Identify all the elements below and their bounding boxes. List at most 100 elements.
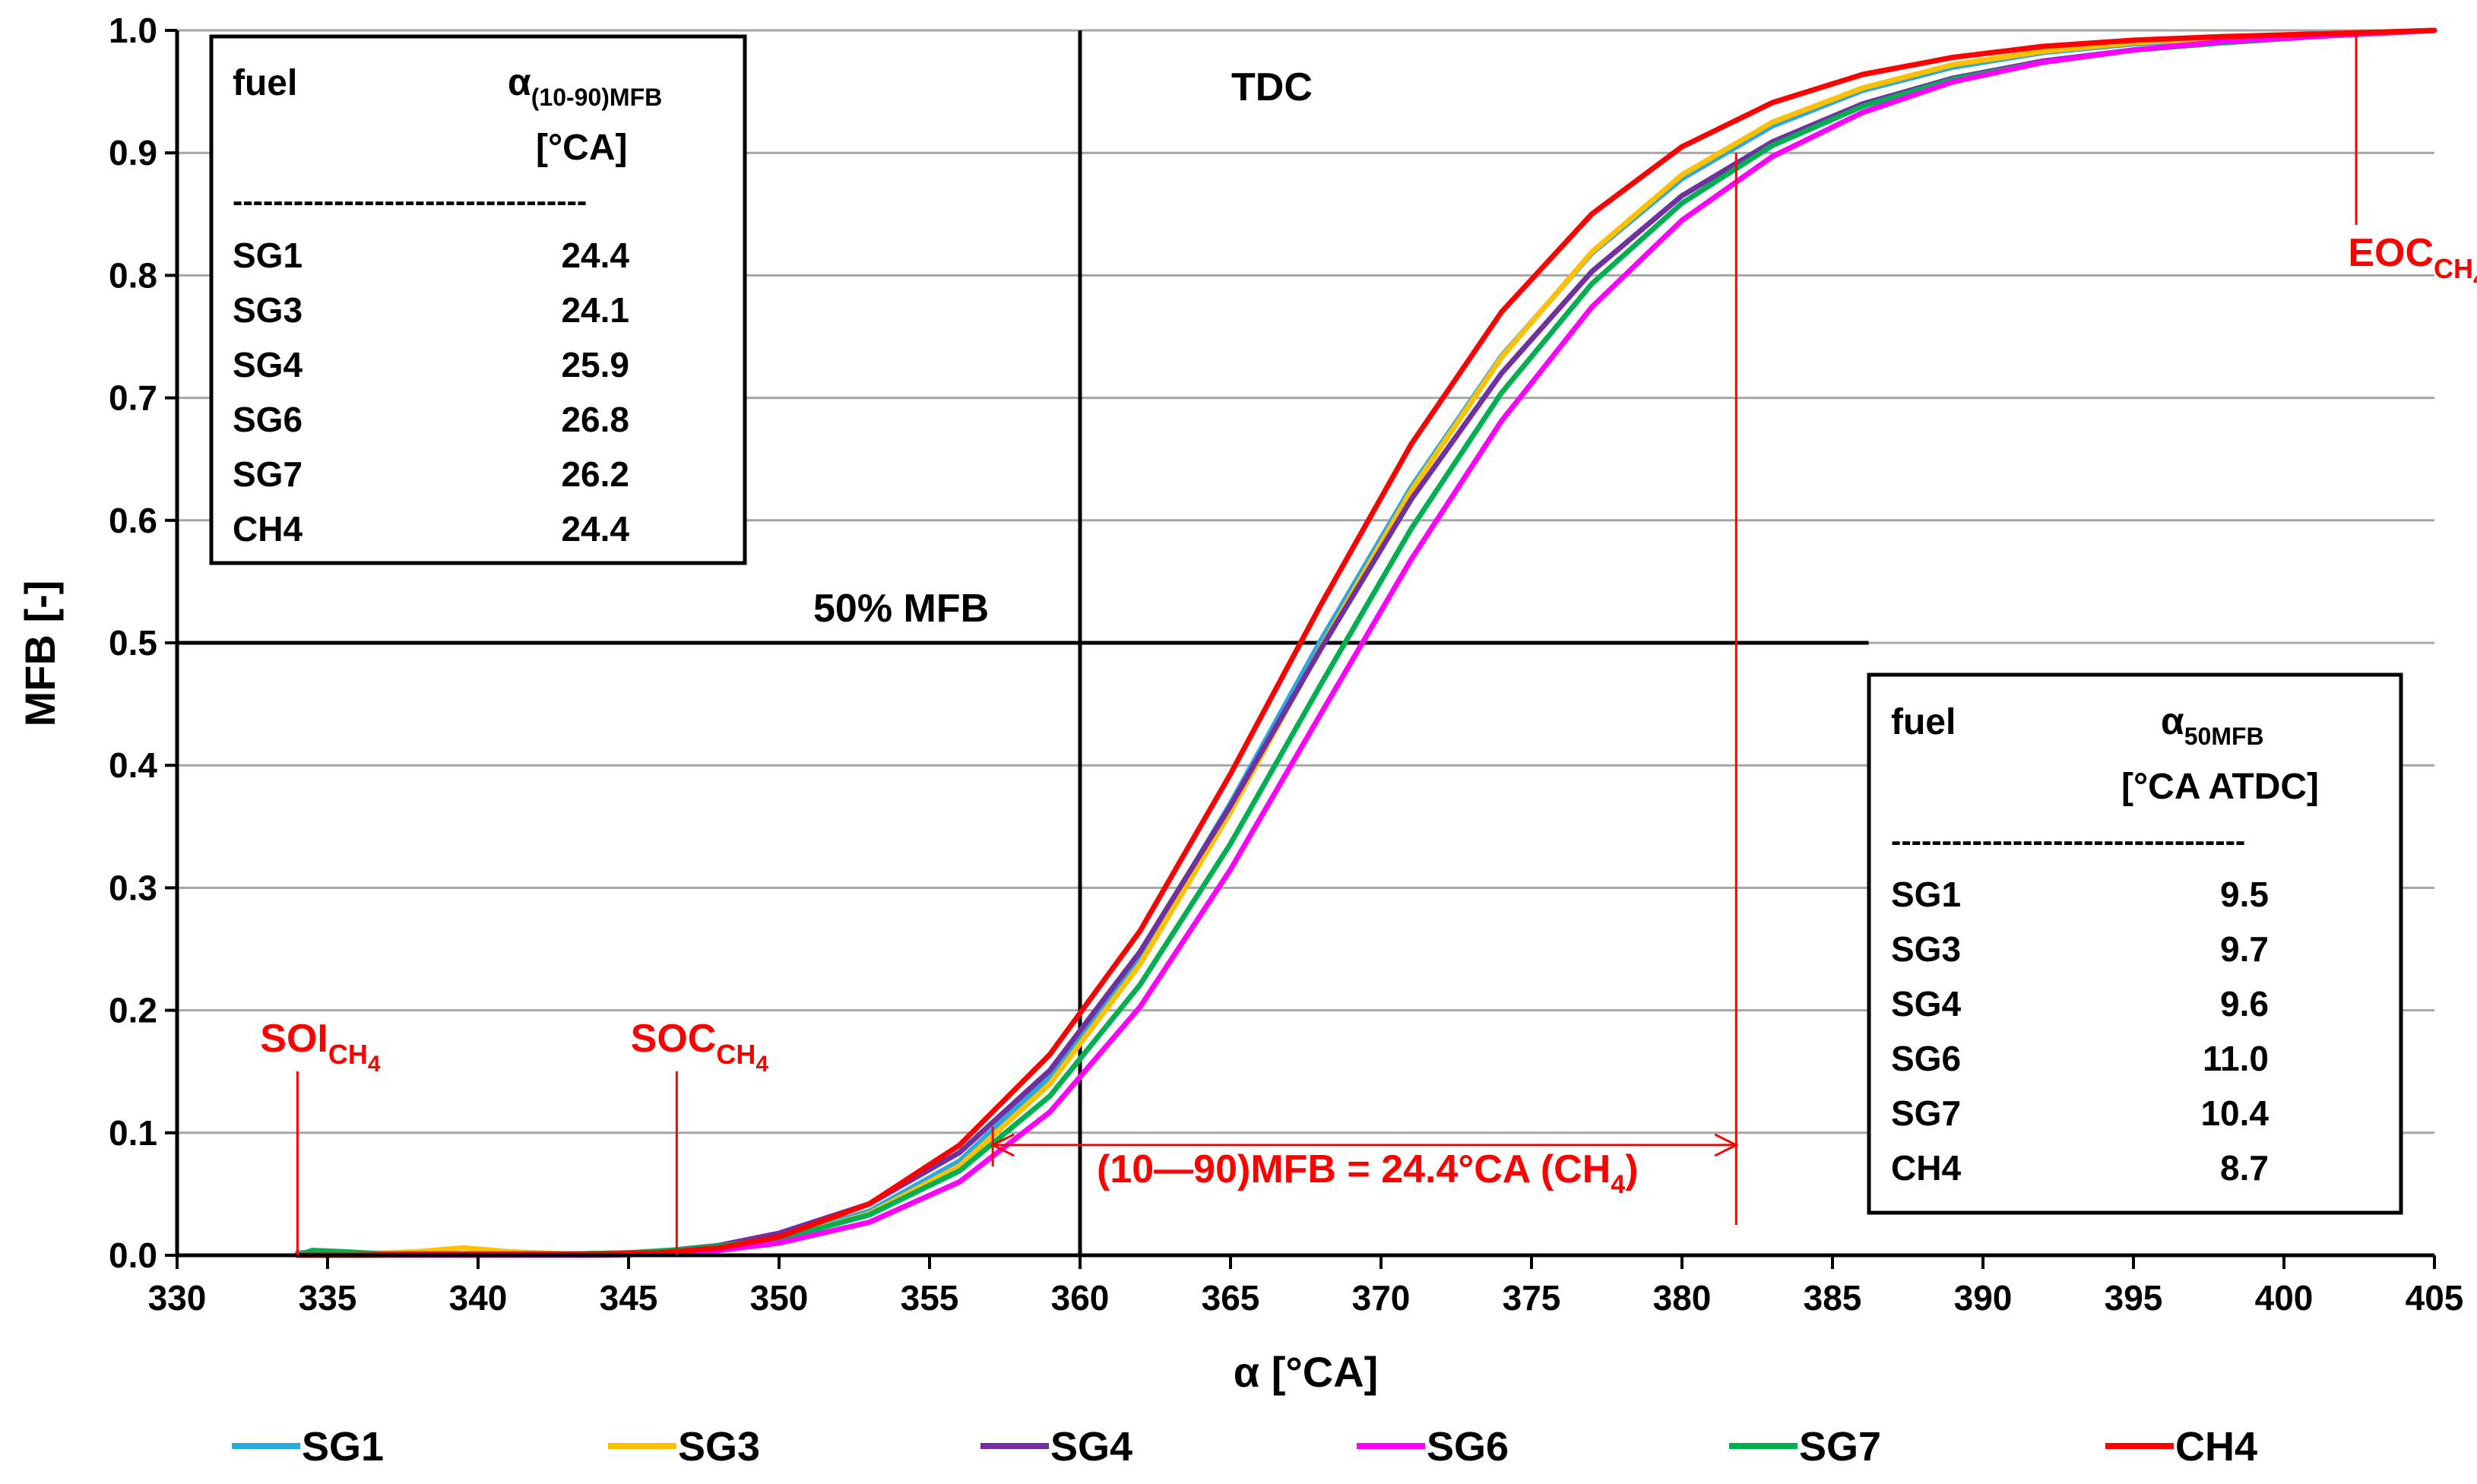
y-tick-label: 0.1 <box>109 1113 157 1153</box>
legend-label-sg1: SG1 <box>302 1424 384 1470</box>
table-row-fuel: SG1 <box>233 236 302 275</box>
table-alpha50-header-alpha: α50MFB <box>2161 700 2264 750</box>
x-tick-label: 340 <box>449 1278 508 1318</box>
table-row-fuel: SG4 <box>233 345 302 384</box>
soi-label-sub: CH <box>328 1039 368 1070</box>
table-row-value: 9.6 <box>2220 984 2269 1024</box>
mfb50-label: 50% MFB <box>813 587 989 631</box>
duration-arrowhead-left <box>990 1133 1015 1157</box>
table-duration-alpha-symbol: α <box>508 61 531 103</box>
table-duration-header-fuel: fuel <box>233 63 297 103</box>
table-row-value: 24.4 <box>561 509 629 549</box>
x-tick-label: 405 <box>2406 1278 2464 1318</box>
table-row-fuel: SG7 <box>233 454 302 494</box>
table-row-fuel: CH4 <box>1891 1148 1961 1188</box>
eoc-label-subsub: 4 <box>2473 266 2477 291</box>
table-row-value: 24.1 <box>561 290 629 330</box>
table-alpha50: fuel α50MFB [°CA ATDC] -----------------… <box>1867 672 2403 1215</box>
soc-label-main: SOC <box>631 1017 717 1061</box>
y-tick-label: 0.4 <box>109 745 157 785</box>
x-tick-label: 355 <box>901 1278 959 1318</box>
legend-label-sg4: SG4 <box>1050 1424 1132 1470</box>
x-tick-label: 390 <box>1954 1278 2013 1318</box>
y-tick-label: 0.3 <box>109 868 157 907</box>
y-tick-label: 0.6 <box>109 501 157 540</box>
table-row-value: 11.0 <box>2203 1039 2269 1078</box>
table-row-value: 9.5 <box>2220 875 2269 914</box>
y-axis-title: MFB [-] <box>16 581 64 727</box>
x-tick-label: 400 <box>2255 1278 2314 1318</box>
eoc-label-sub: CH <box>2434 253 2473 284</box>
legend-label-sg7: SG7 <box>1799 1424 1881 1470</box>
table-duration-separator: ----------------------------------- <box>233 185 587 218</box>
soc-label: SOCCH4 <box>631 1017 769 1077</box>
table-row-fuel: SG6 <box>233 400 302 439</box>
soi-label: SOICH4 <box>260 1017 381 1077</box>
table-duration-box <box>209 34 747 565</box>
table-alpha50-alpha-subscript: 50MFB <box>2184 723 2264 750</box>
x-tick-label: 345 <box>600 1278 658 1318</box>
y-tick-label: 0.7 <box>109 378 157 418</box>
table-row-value: 10.4 <box>2200 1093 2269 1133</box>
legend: SG1 SG3 SG4 SG6 SG7 CH4 <box>232 1424 2257 1470</box>
annotations: SOICH4SOCCH4EOCCH4(10—90)MFB = 24.4°CA (… <box>260 30 2477 1255</box>
y-tick-label: 1.0 <box>109 11 157 50</box>
y-tick-label: 0.8 <box>109 255 157 295</box>
duration-label: (10—90)MFB = 24.4°CA (CH4) <box>1097 1147 1639 1199</box>
legend-label-sg3: SG3 <box>678 1424 760 1470</box>
x-tick-label: 395 <box>2105 1278 2163 1318</box>
table-alpha50-header-unit: [°CA ATDC] <box>2121 767 2319 807</box>
table-row-fuel: SG3 <box>233 290 302 330</box>
table-row-fuel: SG6 <box>1891 1039 1961 1078</box>
soi-label-subsub: 4 <box>368 1052 381 1077</box>
soi-label-main: SOI <box>260 1017 328 1061</box>
legend-label-ch4: CH4 <box>2175 1424 2257 1470</box>
x-tick-label: 330 <box>148 1278 207 1318</box>
eoc-label-main: EOC <box>2348 231 2434 275</box>
x-tick-label: 335 <box>299 1278 357 1318</box>
reference-lines <box>177 30 1869 1255</box>
table-row-fuel: SG3 <box>1891 929 1961 969</box>
x-tick-label: 350 <box>750 1278 809 1318</box>
legend-label-sg6: SG6 <box>1427 1424 1509 1470</box>
y-tick-label: 0.9 <box>109 133 157 172</box>
duration-arrowhead-right <box>1714 1133 1739 1157</box>
x-tick-label: 360 <box>1051 1278 1110 1318</box>
table-alpha50-header-fuel: fuel <box>1891 702 1956 742</box>
table-row-value: 26.8 <box>561 400 629 439</box>
tdc-label: TDC <box>1231 65 1313 109</box>
table-row-fuel: SG4 <box>1891 984 1961 1024</box>
table-row-value: 24.4 <box>561 236 629 275</box>
table-duration-alpha-subscript: (10-90)MFB <box>531 84 662 111</box>
x-tick-label: 385 <box>1804 1278 1862 1318</box>
x-tick-label: 365 <box>1202 1278 1260 1318</box>
x-tick-label: 375 <box>1503 1278 1561 1318</box>
table-row-value: 8.7 <box>2220 1148 2269 1188</box>
table-row-value: 25.9 <box>561 345 629 384</box>
y-tick-label: 0.0 <box>109 1236 157 1275</box>
table-row-value: 26.2 <box>561 454 629 494</box>
table-row-fuel: SG7 <box>1891 1093 1961 1133</box>
table-alpha50-alpha-symbol: α <box>2161 700 2184 742</box>
table-row-value: 9.7 <box>2220 929 2269 969</box>
table-duration-header-unit: [°CA] <box>536 128 628 168</box>
x-tick-label: 370 <box>1352 1278 1411 1318</box>
eoc-label: EOCCH4 <box>2348 231 2477 291</box>
x-axis-title: α [°CA] <box>1234 1348 1379 1396</box>
soc-label-subsub: 4 <box>755 1052 768 1077</box>
duration-label-sub: 4 <box>1611 1170 1625 1199</box>
table-alpha50-box <box>1867 672 2403 1215</box>
table-alpha50-separator: ----------------------------------- <box>1891 824 2245 858</box>
y-tick-label: 0.5 <box>109 623 157 663</box>
table-row-fuel: SG1 <box>1891 875 1961 914</box>
y-tick-label: 0.2 <box>109 991 157 1030</box>
duration-label-close: ) <box>1625 1147 1638 1191</box>
table-duration-rows: SG1 24.4 SG3 24.1 SG4 25.9 SG6 26.8 SG7 26.2 CH4 24… <box>233 236 629 549</box>
table-row-fuel: CH4 <box>233 509 302 549</box>
table-duration: fuel α(10-90)MFB [°CA] -----------------… <box>209 34 747 565</box>
table-alpha50-rows: SG1 9.5 SG3 9.7 SG4 9.6 SG6 11.0 SG7 10.4 CH4 8.7 <box>1891 875 2269 1188</box>
axes: 0.0 0.1 0.2 0.3 0.4 0.5 0.6 0.7 0.8 0.9 1.0 330 335 3… <box>109 11 2463 1318</box>
x-tick-label: 380 <box>1653 1278 1712 1318</box>
table-duration-header-alpha: α(10-90)MFB <box>508 61 662 111</box>
